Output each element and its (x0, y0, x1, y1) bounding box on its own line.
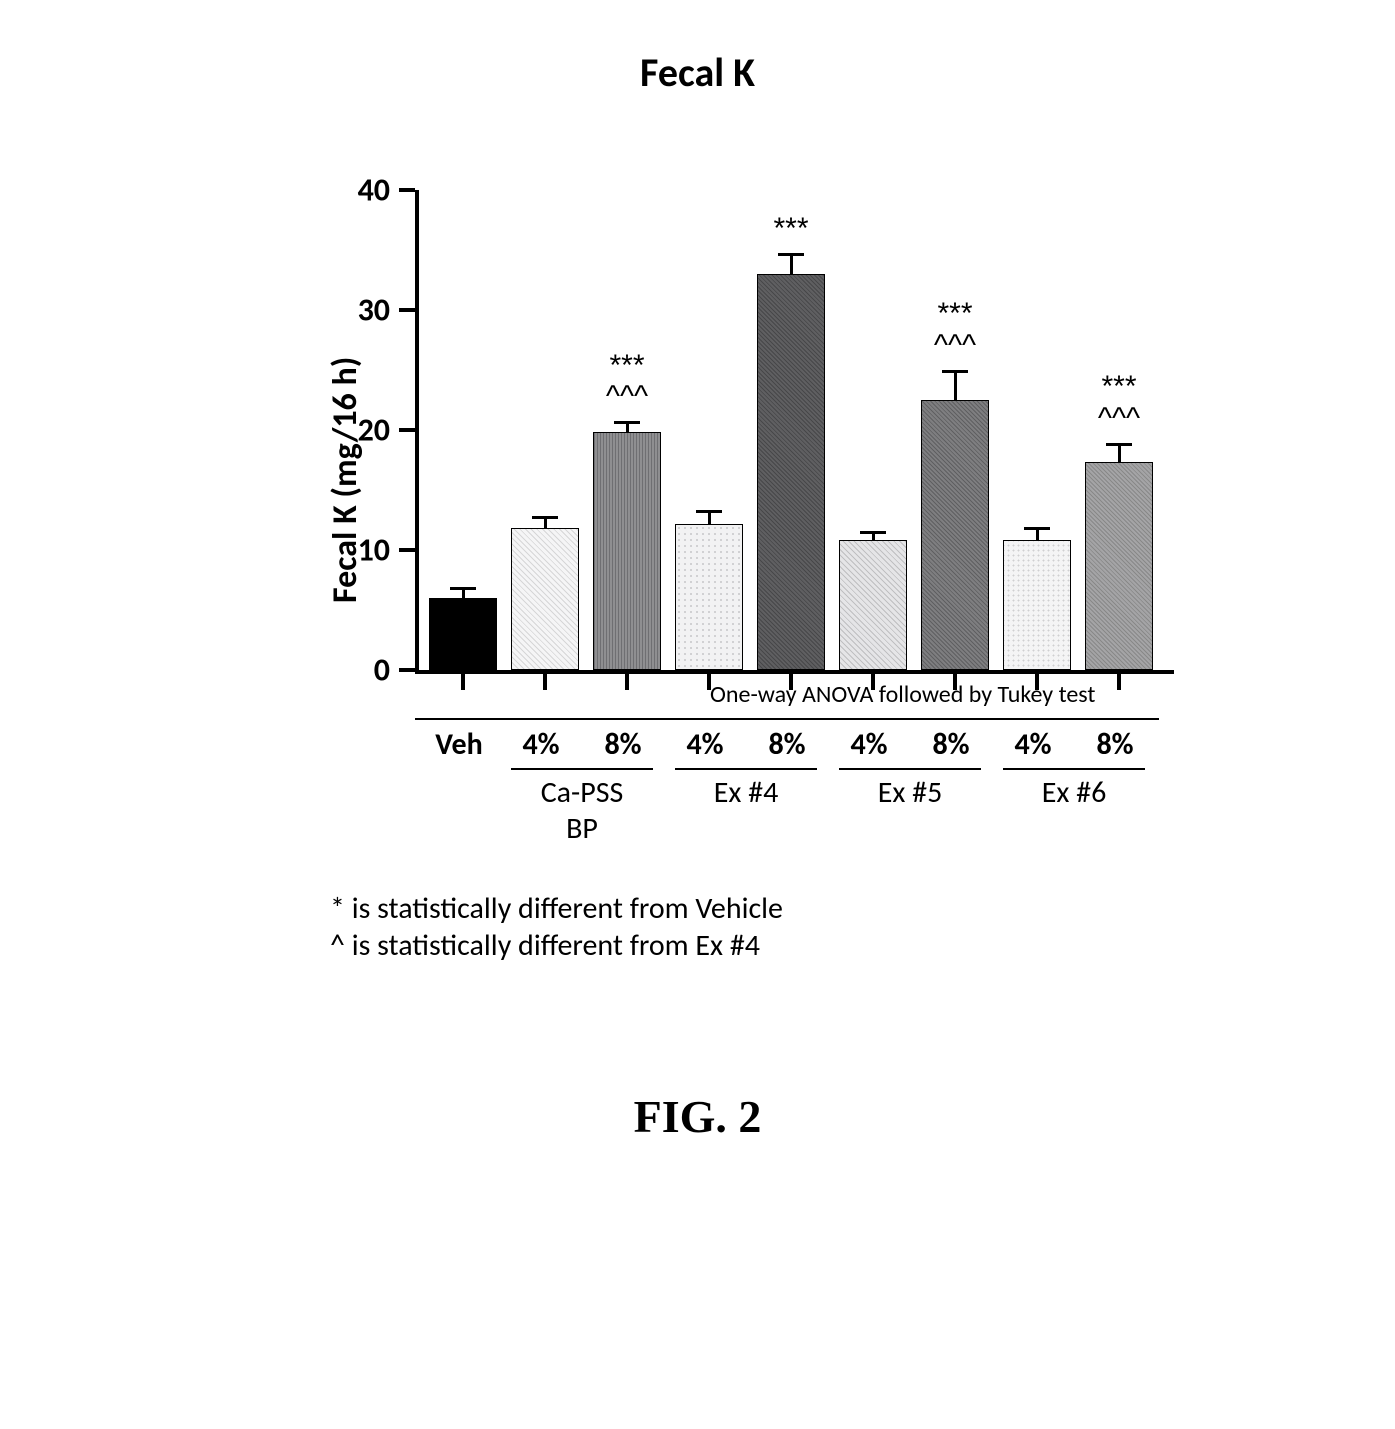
legend-notes: * is statistically different from Vehicl… (330, 890, 783, 964)
x-tick-label: 8% (1070, 726, 1160, 763)
significance-annotation: *** (736, 213, 846, 245)
group-label: Ex #6 (1003, 774, 1145, 811)
legend-note-line: * is statistically different from Vehicl… (330, 890, 783, 927)
x-axis-separator (415, 718, 1159, 720)
group-label: Ex #4 (675, 774, 817, 811)
bar (1085, 462, 1153, 670)
y-tick (399, 308, 415, 312)
bar (839, 540, 907, 670)
x-tick (543, 674, 547, 690)
error-bar-cap (450, 587, 476, 590)
error-bar-cap (942, 370, 968, 373)
anova-note: One-way ANOVA followed by Tukey test (710, 680, 1095, 709)
error-bar (954, 371, 957, 400)
error-bar-cap (1106, 443, 1132, 446)
y-tick-label: 10 (335, 531, 390, 570)
chart-title: Fecal K (0, 48, 1395, 97)
group-underline (1003, 768, 1145, 770)
error-bar-cap (614, 421, 640, 424)
y-tick (399, 428, 415, 432)
bar (757, 274, 825, 670)
x-tick-label: Veh (414, 726, 504, 763)
error-bar (708, 512, 711, 524)
legend-note-line: ^ is statistically different from Ex #4 (330, 927, 783, 964)
bar (511, 528, 579, 670)
x-tick (625, 674, 629, 690)
error-bar-cap (860, 531, 886, 534)
plot-area: *** ^^^ *** *** ^^^ *** ^^^ (415, 190, 1174, 674)
y-tick-label: 40 (335, 171, 390, 210)
group-underline (511, 768, 653, 770)
y-tick-label: 20 (335, 411, 390, 450)
chart-container: *** ^^^****** ^^^*** ^^^ Fecal K (mg/16 … (335, 190, 1170, 670)
y-tick-label: 30 (335, 291, 390, 330)
bar (429, 598, 497, 670)
figure-caption: FIG. 2 (0, 1090, 1395, 1143)
x-tick (461, 674, 465, 690)
significance-annotation: *** ^^^ (900, 298, 1010, 361)
x-tick (1117, 674, 1121, 690)
y-tick (399, 668, 415, 672)
error-bar (1036, 528, 1039, 540)
error-bar-cap (696, 510, 722, 513)
x-tick-label: 4% (988, 726, 1078, 763)
group-label: Ca-PSS (511, 774, 653, 811)
bar (1003, 540, 1071, 670)
y-tick-label: 0 (335, 651, 390, 690)
x-tick-label: 4% (824, 726, 914, 763)
x-tick-label: 8% (578, 726, 668, 763)
error-bar-cap (778, 253, 804, 256)
error-bar (544, 518, 547, 529)
significance-annotation: *** ^^^ (572, 350, 682, 413)
bar (921, 400, 989, 670)
group-underline (675, 768, 817, 770)
error-bar (1118, 444, 1121, 462)
error-bar-cap (1024, 527, 1050, 530)
x-tick-label: 4% (660, 726, 750, 763)
y-tick (399, 548, 415, 552)
bar (593, 432, 661, 670)
significance-annotation: *** ^^^ (1064, 371, 1174, 434)
group-underline (839, 768, 981, 770)
error-bar (790, 255, 793, 274)
page-root: Fecal K *** ^^^****** ^^^*** ^^^ Fecal K… (0, 0, 1395, 1429)
group-label: Ex #5 (839, 774, 981, 811)
bar (675, 524, 743, 670)
y-tick (399, 188, 415, 192)
error-bar-cap (532, 516, 558, 519)
group-sublabel: BP (511, 810, 653, 847)
x-tick-label: 8% (742, 726, 832, 763)
x-tick-label: 4% (496, 726, 586, 763)
x-tick-label: 8% (906, 726, 996, 763)
